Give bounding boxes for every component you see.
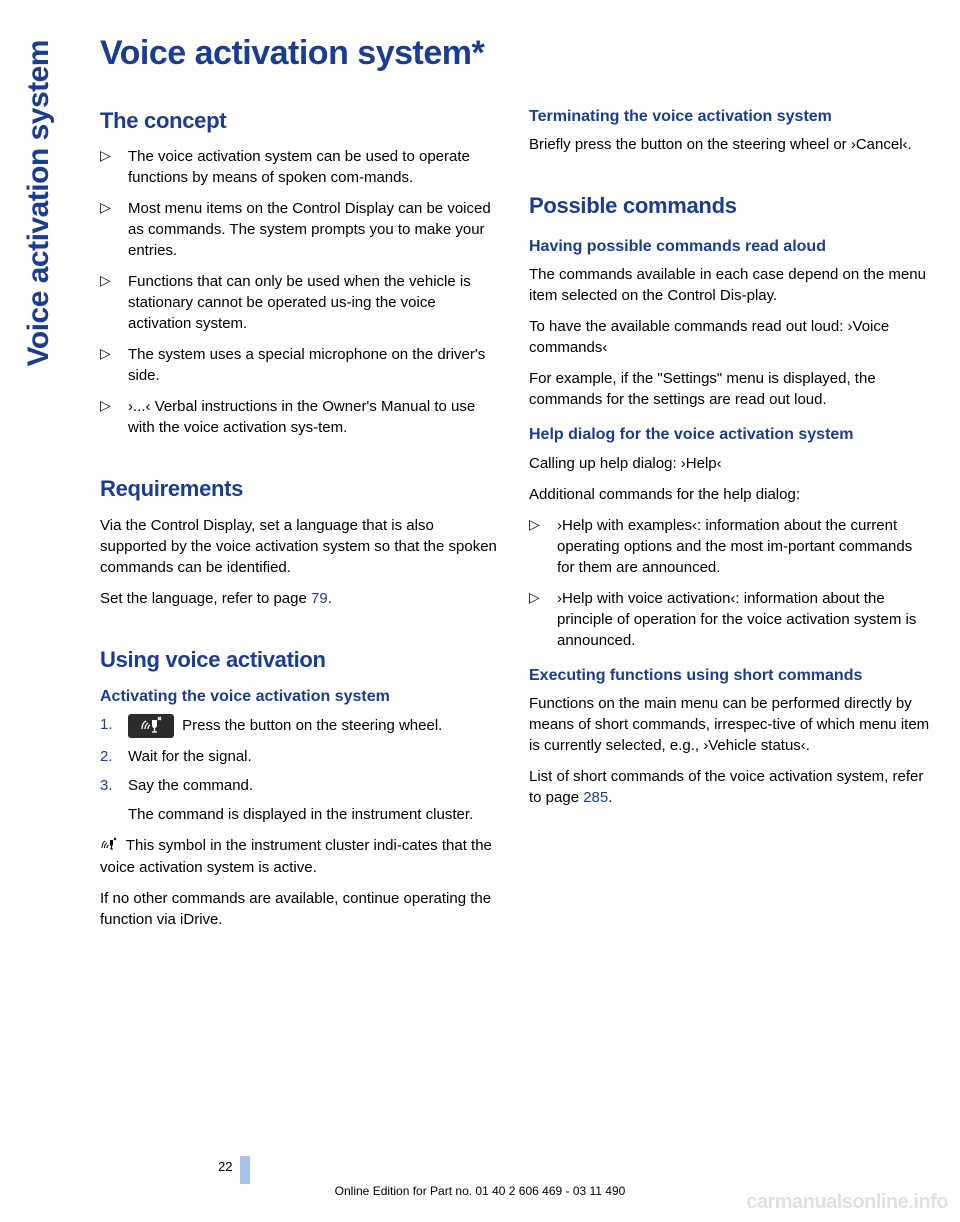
text-fragment: This symbol in the instrument cluster in… [100,837,492,876]
step-text: Say the command. [128,777,253,794]
activating-steps: 1. Press the button on the steering whee… [100,714,501,796]
page-ref-link[interactable]: 285 [583,789,608,806]
body-text: Calling up help dialog: ›Help‹ [529,453,930,474]
right-column: Terminating the voice activation system … [529,106,930,940]
requirements-link-text: Set the language, refer to page 79. [100,588,501,609]
side-tab-label: Voice activation system [18,40,60,366]
list-item: 1. Press the button on the steering whee… [100,714,501,738]
concept-heading: The concept [100,106,501,137]
list-item: 3. Say the command. [100,775,501,796]
page-ref-link[interactable]: 79 [311,590,328,607]
page-number: 22 [218,1158,232,1176]
left-column: The concept The voice activation system … [100,106,501,940]
footer-accent-bar [240,1156,250,1184]
step-text: Press the button on the steering wheel. [178,717,442,734]
step-number: 2. [100,746,113,767]
list-item: ›Help with examples‹: information about … [529,515,930,578]
requirements-heading: Requirements [100,474,501,505]
body-text: The commands available in each case depe… [529,264,930,306]
body-text: Briefly press the button on the steering… [529,134,930,155]
body-text: To have the available commands read out … [529,316,930,358]
page-title: Voice activation system* [100,30,930,78]
read-aloud-heading: Having possible commands read aloud [529,236,930,258]
side-tab: Voice activation system [0,0,70,1222]
terminating-heading: Terminating the voice activation system [529,106,930,128]
step-text: Wait for the signal. [128,748,252,765]
activating-heading: Activating the voice activation system [100,686,501,708]
list-item: The voice activation system can be used … [100,146,501,188]
step-note: The command is displayed in the instrume… [100,804,501,825]
voice-active-icon [100,836,120,857]
concept-list: The voice activation system can be used … [100,146,501,438]
list-item: 2. Wait for the signal. [100,746,501,767]
text-fragment: . [608,789,612,806]
step-number: 1. [100,714,113,735]
list-item: ›Help with voice activation‹: informatio… [529,588,930,651]
requirements-text: Via the Control Display, set a language … [100,515,501,578]
list-item: Functions that can only be used when the… [100,271,501,334]
body-text: For example, if the "Settings" menu is d… [529,368,930,410]
text-fragment: . [328,590,332,607]
possible-heading: Possible commands [529,191,930,222]
body-text: Additional commands for the help dialog: [529,484,930,505]
text-fragment: Set the language, refer to page [100,590,311,607]
list-item: The system uses a special microphone on … [100,344,501,386]
edition-text: Online Edition for Part no. 01 40 2 606 … [0,1183,960,1200]
page-content: Voice activation system* The concept The… [70,0,960,1222]
body-text: If no other commands are available, cont… [100,888,501,930]
body-text: Functions on the main menu can be perfor… [529,693,930,756]
step-number: 3. [100,775,113,796]
using-heading: Using voice activation [100,645,501,676]
list-item: ›...‹ Verbal instructions in the Owner's… [100,396,501,438]
help-heading: Help dialog for the voice activation sys… [529,424,930,446]
symbol-paragraph: This symbol in the instrument cluster in… [100,835,501,878]
short-link-text: List of short commands of the voice acti… [529,766,930,808]
list-item: Most menu items on the Control Display c… [100,198,501,261]
help-list: ›Help with examples‹: information about … [529,515,930,651]
voice-button-icon [128,714,174,738]
short-heading: Executing functions using short commands [529,665,930,687]
